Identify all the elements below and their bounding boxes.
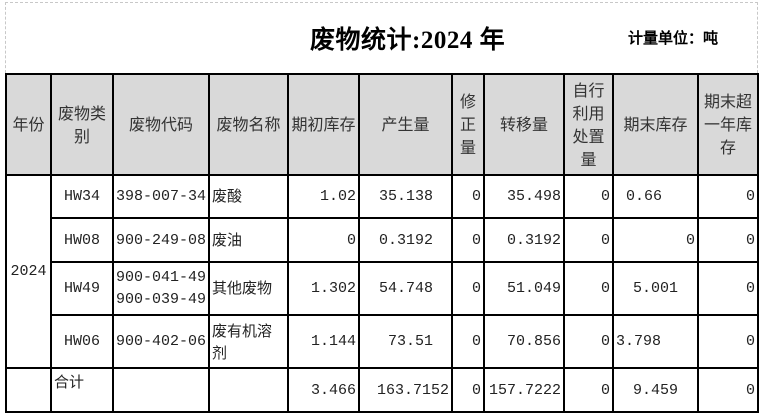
- total-generated: 163.7152: [358, 367, 454, 413]
- header-correction: 修正量: [451, 73, 486, 176]
- category-cell: HW08: [50, 217, 114, 263]
- waste-statistics-table: 年份 废物类别 废物代码 废物名称 期初库存 产生量 修正量 转移量 自行利用处…: [5, 73, 760, 413]
- closing-cell: 3.798: [612, 314, 700, 369]
- correction-cell: 0: [451, 261, 486, 316]
- code-cell: 398-007-34: [111, 174, 211, 219]
- over-one-year-cell: 0: [697, 174, 760, 219]
- correction-cell: 0: [451, 314, 486, 369]
- year-cell: 2024: [5, 174, 52, 369]
- total-year-cell: [5, 367, 52, 413]
- closing-cell: 5.001: [612, 261, 700, 316]
- transferred-cell: 70.856: [483, 314, 566, 369]
- total-self-disposal: 0: [563, 367, 615, 413]
- total-code-cell: [111, 367, 211, 413]
- opening-cell: 0: [287, 217, 361, 263]
- header-code: 废物代码: [111, 73, 211, 176]
- over-one-year-cell: 0: [697, 261, 760, 316]
- generated-cell: 35.138: [358, 174, 454, 219]
- header-row: 年份 废物类别 废物代码 废物名称 期初库存 产生量 修正量 转移量 自行利用处…: [5, 73, 760, 176]
- table-row: HW06 900-402-06 废有机溶剂 1.144 73.51 0 70.8…: [6, 314, 760, 369]
- correction-cell: 0: [451, 217, 486, 263]
- correction-cell: 0: [451, 174, 486, 219]
- transferred-cell: 35.498: [483, 174, 566, 219]
- closing-cell: 0.66: [612, 174, 700, 219]
- name-cell: 废有机溶剂: [208, 314, 290, 369]
- table-row: HW49 900-041-49 900-039-49 其他废物 1.302 54.…: [6, 261, 760, 316]
- header-name: 废物名称: [208, 73, 290, 176]
- code-line: 900-041-49: [116, 268, 207, 286]
- title-area: [5, 2, 758, 73]
- name-cell: 废酸: [208, 174, 290, 219]
- code-cell: 900-249-08: [111, 217, 211, 263]
- code-cell: 900-402-06: [111, 314, 211, 369]
- header-year: 年份: [5, 73, 52, 176]
- generated-cell: 0.3192: [358, 217, 454, 263]
- self-disposal-cell: 0: [563, 261, 615, 316]
- opening-cell: 1.302: [287, 261, 361, 316]
- self-disposal-cell: 0: [563, 174, 615, 219]
- total-closing: 9.459: [612, 367, 700, 413]
- self-disposal-cell: 0: [563, 314, 615, 369]
- total-transferred: 157.7222: [483, 367, 566, 413]
- generated-cell: 73.51: [358, 314, 454, 369]
- category-cell: HW49: [50, 261, 114, 316]
- self-disposal-cell: 0: [563, 217, 615, 263]
- page-title: 废物统计:2024 年: [310, 27, 506, 54]
- header-self-disposal: 自行利用处置量: [563, 73, 615, 176]
- transferred-cell: 0.3192: [483, 217, 566, 263]
- unit-label: 计量单位：吨: [628, 29, 719, 47]
- over-one-year-cell: 0: [697, 217, 760, 263]
- generated-cell: 54.748: [358, 261, 454, 316]
- name-cell: 其他废物: [208, 261, 290, 316]
- category-cell: HW06: [50, 314, 114, 369]
- opening-cell: 1.144: [287, 314, 361, 369]
- header-transferred: 转移量: [483, 73, 566, 176]
- total-over-one-year: 0: [697, 367, 760, 413]
- header-closing: 期末库存: [612, 73, 700, 176]
- total-opening: 3.466: [287, 367, 361, 413]
- table-row: 2024 HW34 398-007-34 废酸 1.02 35.138 0 35…: [5, 174, 760, 369]
- header-opening: 期初库存: [287, 73, 361, 176]
- header-over-one-year: 期末超一年库存: [697, 73, 760, 176]
- closing-cell: 0: [612, 217, 700, 263]
- name-cell: 废油: [208, 217, 290, 263]
- transferred-cell: 51.049: [483, 261, 566, 316]
- code-cell: 900-041-49 900-039-49: [111, 261, 211, 316]
- header-category: 废物类别: [50, 73, 114, 176]
- over-one-year-cell: 0: [697, 314, 760, 369]
- table-row: HW08 900-249-08 废油 0 0.3192 0 0.3192 0 0…: [6, 217, 760, 263]
- category-cell: HW34: [50, 174, 114, 219]
- opening-cell: 1.02: [287, 174, 361, 219]
- total-row: 合计 3.466 163.7152 0 157.7222 0 9.459 0: [5, 367, 760, 413]
- code-line: 900-039-49: [116, 290, 207, 308]
- header-generated: 产生量: [358, 73, 454, 176]
- total-name-cell: [208, 367, 290, 413]
- total-label: 合计: [50, 367, 114, 413]
- total-correction: 0: [451, 367, 486, 413]
